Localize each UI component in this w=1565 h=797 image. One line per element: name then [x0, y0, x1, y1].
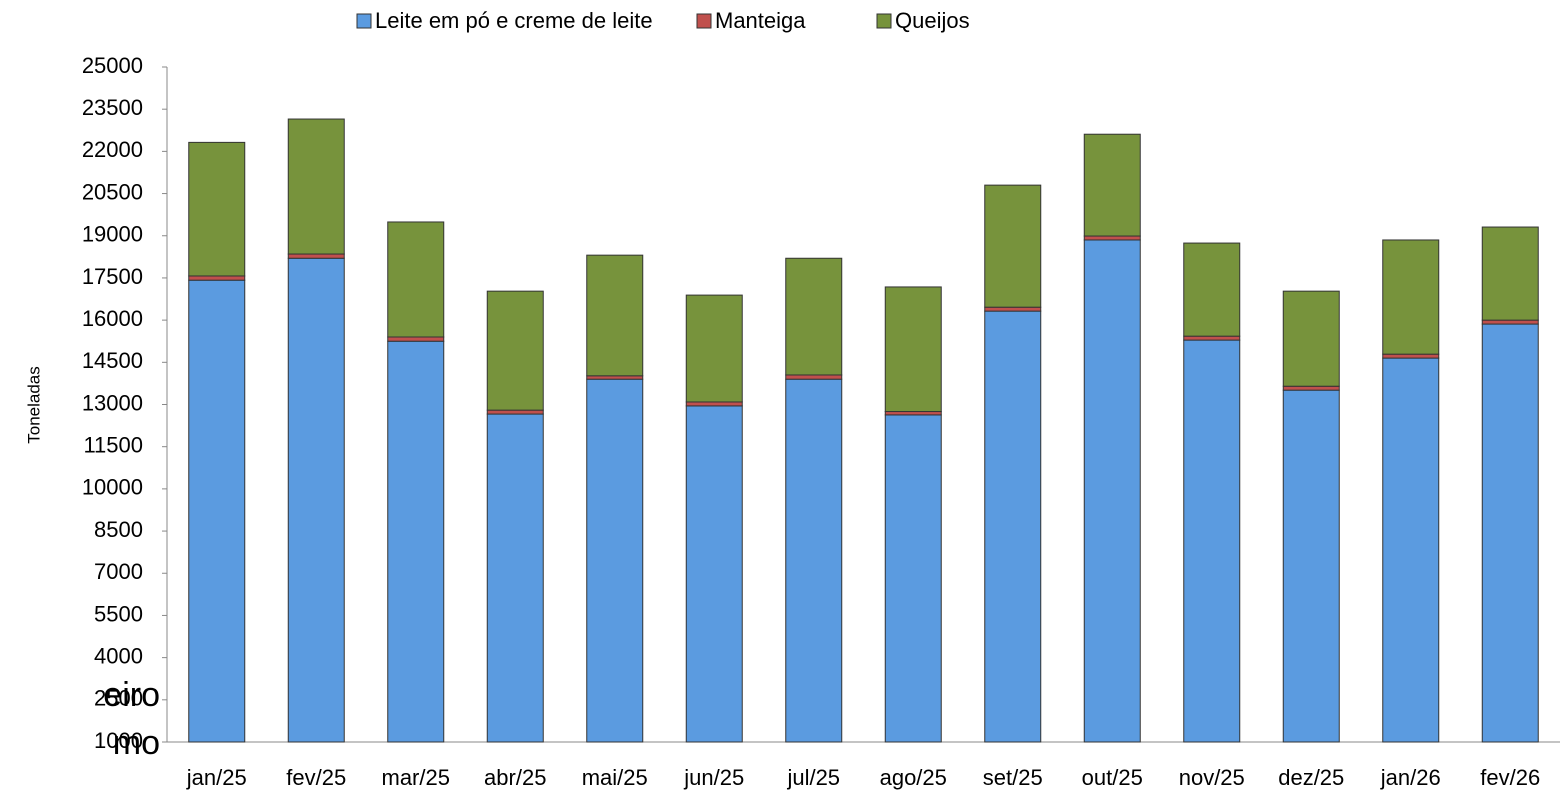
- x-tick-label: jan/26: [1380, 765, 1441, 790]
- bar-segment: [785, 257, 843, 376]
- x-tick-label: ago/25: [880, 765, 947, 790]
- x-tick-label: dez/25: [1278, 765, 1344, 790]
- bar-segment: [1382, 357, 1440, 743]
- y-tick-label: 13000: [82, 390, 143, 415]
- bar-segment: [1183, 242, 1241, 337]
- y-tick-label: 17500: [82, 264, 143, 289]
- bar-segment: [884, 414, 942, 743]
- bar-segment: [586, 254, 644, 377]
- bar-segment: [287, 253, 345, 259]
- y-tick-label: 25000: [82, 53, 143, 78]
- bar-segment: [1282, 290, 1340, 387]
- bar-segment: [387, 340, 445, 743]
- bar-segment: [984, 310, 1042, 743]
- x-tick-label: mar/25: [382, 765, 450, 790]
- bar-segment: [1382, 353, 1440, 359]
- bar-segment: [1481, 226, 1539, 321]
- bar-segment: [1083, 235, 1141, 241]
- bar-segment: [785, 374, 843, 380]
- bar-segment: [586, 375, 644, 380]
- bar-segment: [1282, 389, 1340, 743]
- bar-segment: [1282, 385, 1340, 391]
- x-tick-label: fev/25: [286, 765, 346, 790]
- bar-segment: [685, 401, 743, 407]
- bar-segment: [685, 405, 743, 743]
- background-text: eiro: [103, 676, 160, 714]
- bar-segment: [884, 286, 942, 413]
- y-tick-label: 23500: [82, 95, 143, 120]
- bar-segment: [1382, 239, 1440, 355]
- bar-segment: [486, 290, 544, 411]
- bar-segment: [785, 378, 843, 743]
- legend-label: Leite em pó e creme de leite: [375, 8, 653, 33]
- y-tick-label: 5500: [94, 601, 143, 626]
- legend-label: Manteiga: [715, 8, 806, 33]
- legend-swatch: [356, 13, 372, 29]
- bar-segment: [188, 275, 246, 281]
- y-axis-label: Toneladas: [24, 366, 43, 444]
- y-tick-label: 16000: [82, 306, 143, 331]
- bar-segment: [984, 184, 1042, 308]
- y-tick-label: 20500: [82, 179, 143, 204]
- x-tick-label: out/25: [1082, 765, 1143, 790]
- bar-segment: [387, 221, 445, 338]
- bar-segment: [188, 141, 246, 277]
- bar-segment: [387, 336, 445, 342]
- bar-segment: [188, 279, 246, 743]
- bar-segment: [1083, 133, 1141, 237]
- x-tick-label: fev/26: [1480, 765, 1540, 790]
- y-tick-label: 1000: [94, 728, 143, 753]
- bar-segment: [486, 409, 544, 415]
- x-tick-label: jun/25: [683, 765, 744, 790]
- x-tick-label: mai/25: [582, 765, 648, 790]
- y-tick-label: 2500: [94, 686, 143, 711]
- bar-segment: [1183, 339, 1241, 743]
- legend-label: Queijos: [895, 8, 970, 33]
- bar-segment: [1183, 335, 1241, 341]
- legend-swatch: [696, 13, 712, 29]
- bar-segment: [486, 413, 544, 743]
- y-tick-label: 19000: [82, 222, 143, 247]
- bar-segment: [1083, 239, 1141, 743]
- x-tick-label: jul/25: [786, 765, 840, 790]
- bar-segment: [685, 294, 743, 403]
- bar-segment: [287, 118, 345, 255]
- x-tick-label: set/25: [983, 765, 1043, 790]
- bar-segment: [1481, 323, 1539, 743]
- y-tick-label: 8500: [94, 517, 143, 542]
- y-tick-label: 22000: [82, 137, 143, 162]
- bar-segment: [884, 411, 942, 416]
- bar-segment: [586, 378, 644, 743]
- y-tick-label: 7000: [94, 559, 143, 584]
- bar-segment: [984, 306, 1042, 312]
- background-text: mo: [113, 724, 160, 762]
- y-tick-label: 11500: [83, 433, 143, 458]
- y-tick-label: 14500: [82, 348, 143, 373]
- y-tick-label: 4000: [94, 643, 143, 668]
- y-tick-label: 10000: [82, 475, 143, 500]
- legend-swatch: [876, 13, 892, 29]
- bar-segment: [287, 257, 345, 743]
- x-tick-label: nov/25: [1179, 765, 1245, 790]
- x-tick-label: jan/25: [186, 765, 247, 790]
- x-tick-label: abr/25: [484, 765, 546, 790]
- bar-segment: [1481, 319, 1539, 325]
